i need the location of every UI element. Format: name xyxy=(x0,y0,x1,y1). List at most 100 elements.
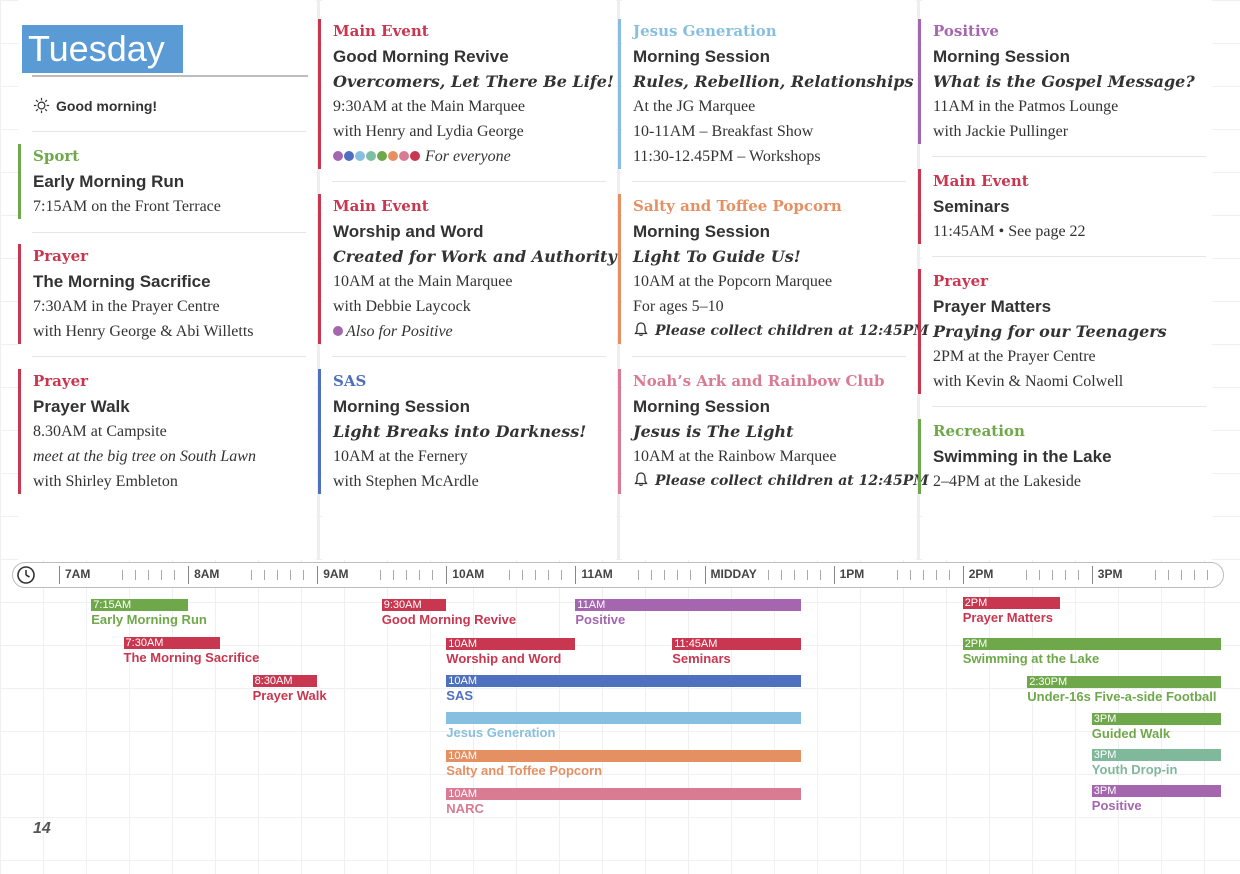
timeline-bar-label: Positive xyxy=(575,612,626,627)
hour-tick xyxy=(1091,566,1093,584)
timeline-bar-label: Prayer Walk xyxy=(252,688,327,703)
minor-tick xyxy=(548,570,550,580)
minor-tick xyxy=(1167,570,1169,580)
timeline-bar xyxy=(962,638,1221,650)
timeline-bar xyxy=(1091,713,1221,725)
timeline-bar xyxy=(252,675,318,687)
entry-time: 11AM in the Patmos Lounge xyxy=(933,98,1119,115)
entry-category: Jesus Generation xyxy=(633,22,777,40)
hour-tick xyxy=(188,566,190,584)
timeline-bar-label: Under-16s Five-a-side Football xyxy=(1027,689,1217,704)
entry-noahs-ark: Noah’s Ark and Rainbow Club Morning Sess… xyxy=(618,369,929,494)
timeline-bar xyxy=(91,599,189,611)
minor-tick xyxy=(393,570,395,580)
entry-notice: Please collect children at 12:45PM xyxy=(633,469,929,494)
timeline-bar xyxy=(672,638,802,650)
minor-tick xyxy=(522,570,524,580)
hour-label: 2PM xyxy=(968,567,994,581)
minor-tick xyxy=(303,570,305,580)
minor-tick xyxy=(380,570,382,580)
entry-category: Main Event xyxy=(333,22,429,40)
entry-speaker: with Henry and Lydia George xyxy=(333,123,524,140)
minor-tick xyxy=(406,570,408,580)
entry-note: meet at the big tree on South Lawn xyxy=(33,448,256,465)
entry-category: Main Event xyxy=(933,172,1029,190)
minor-tick xyxy=(1193,570,1195,580)
minor-tick xyxy=(1077,570,1079,580)
entry-audience: Also for Positive xyxy=(333,319,617,344)
timeline-bar xyxy=(1027,676,1221,688)
entry-separator xyxy=(332,356,606,357)
clock-icon xyxy=(17,566,35,584)
entry-notice: Please collect children at 12:45PM xyxy=(633,319,929,344)
entry-time: 9:30AM at the Main Marquee xyxy=(333,98,525,115)
hour-tick xyxy=(704,566,706,584)
entry-title: Worship and Word xyxy=(333,222,484,241)
timeline-bar xyxy=(1091,785,1221,797)
entry-subtitle: What is the Gospel Message? xyxy=(933,72,1195,91)
entry-separator xyxy=(932,256,1206,257)
hour-label: 9AM xyxy=(323,567,349,581)
notice-text: Please collect children at 12:45PM xyxy=(655,473,929,489)
hour-label: 10AM xyxy=(452,567,485,581)
audience-text: Also for Positive xyxy=(346,323,453,340)
entry-title: The Morning Sacrifice xyxy=(33,272,211,291)
timeline-bar xyxy=(381,599,447,611)
greeting-text: Good morning! xyxy=(56,97,158,114)
entry-speaker: with Debbie Laycock xyxy=(333,298,471,315)
timeline-bar-time: 10AM xyxy=(448,750,478,762)
minor-tick xyxy=(174,570,175,580)
entry-separator xyxy=(932,406,1206,407)
hour-label: 3PM xyxy=(1097,567,1123,581)
positive-dot xyxy=(333,326,343,336)
entry-speaker: with Kevin & Naomi Colwell xyxy=(933,373,1124,390)
entry-seminars: Main Event Seminars 11:45AM • See page 2… xyxy=(918,169,1086,244)
timeline-bar xyxy=(123,637,221,649)
entry-speaker: with Henry George & Abi Willetts xyxy=(33,323,254,340)
timeline-bar xyxy=(962,597,1060,609)
hour-label: 7AM xyxy=(65,567,91,581)
entry-separator xyxy=(32,131,306,132)
minor-tick xyxy=(277,570,279,580)
entry-subtitle: Jesus is The Light xyxy=(633,422,794,441)
audience-text: For everyone xyxy=(425,148,511,165)
minor-tick xyxy=(1064,570,1066,580)
entry-ages: For ages 5–10 xyxy=(633,298,724,315)
hour-label: 1PM xyxy=(839,567,865,581)
entry-separator xyxy=(932,156,1206,157)
bell-icon xyxy=(634,322,648,336)
notice-text: Please collect children at 12:45PM xyxy=(655,323,929,339)
timeline-bar-time: 3PM xyxy=(1093,713,1117,725)
entry-time: 10AM at the Main Marquee xyxy=(333,273,513,290)
timeline-bar xyxy=(446,750,802,762)
minor-tick xyxy=(677,570,679,580)
entry-title: Good Morning Revive xyxy=(333,47,509,66)
timeline-bar-label: Salty and Toffee Popcorn xyxy=(446,763,603,778)
entry-prayer-morning-sacrifice: Prayer The Morning Sacrifice 7:30AM in t… xyxy=(18,244,254,344)
column-4 xyxy=(922,0,1212,560)
timeline-bar-label: Guided Walk xyxy=(1091,726,1171,741)
hour-tick xyxy=(575,566,577,584)
minor-tick xyxy=(535,570,537,580)
entry-category: Sport xyxy=(33,147,80,165)
entry-time: 2PM at the Prayer Centre xyxy=(933,348,1096,365)
hour-tick xyxy=(59,566,60,584)
hour-tick xyxy=(446,566,448,584)
hour-tick xyxy=(962,566,964,584)
minor-tick xyxy=(135,570,136,580)
entry-speaker: with Shirley Embleton xyxy=(33,473,178,490)
timeline-bar-time: 8:30AM xyxy=(254,675,293,687)
entry-title: Swimming in the Lake xyxy=(933,447,1112,466)
timeline-bar-time: 10AM xyxy=(448,675,478,687)
minor-tick xyxy=(1180,570,1182,580)
title-rule xyxy=(32,75,308,77)
bell-icon xyxy=(634,472,648,486)
minor-tick xyxy=(896,570,898,580)
minor-tick xyxy=(419,570,421,580)
minor-tick xyxy=(922,570,924,580)
entry-category: Salty and Toffee Popcorn xyxy=(633,197,842,215)
minor-tick xyxy=(935,570,937,580)
minor-tick xyxy=(651,570,653,580)
entry-separator xyxy=(632,181,906,182)
timeline-bar xyxy=(446,788,802,800)
